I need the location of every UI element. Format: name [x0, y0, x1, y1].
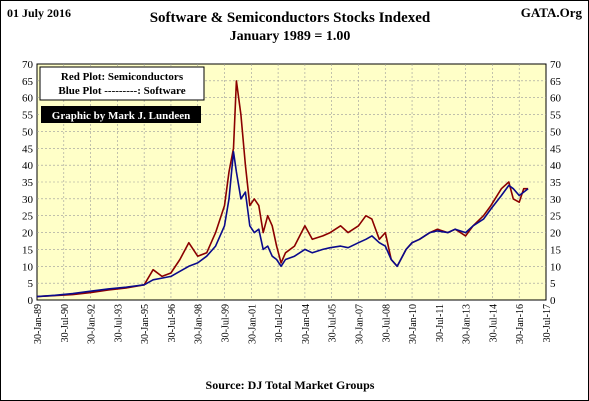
- x-tick-label: 30-Jul-96: [167, 304, 178, 342]
- y-tick-label-left: 65: [22, 76, 34, 88]
- y-tick-label-right: 55: [550, 110, 562, 122]
- x-tick-label: 30-Jul-99: [221, 304, 232, 342]
- x-tick-label: 30-Jul-17: [542, 304, 553, 342]
- x-tick-label: 30-Jan-95: [140, 304, 151, 344]
- y-tick-label-right: 15: [550, 244, 562, 256]
- credit-text: Graphic by Mark J. Lundeen: [52, 110, 190, 122]
- x-tick-label: 30-Jan-01: [247, 304, 258, 344]
- x-tick-label: 30-Jan-10: [408, 304, 419, 344]
- x-tick-label: 30-Jul-02: [274, 304, 285, 342]
- y-tick-label-left: 55: [22, 110, 34, 122]
- y-tick-label-right: 35: [550, 177, 562, 189]
- x-tick-label: 30-Jan-16: [515, 304, 526, 344]
- y-tick-label-right: 0: [550, 295, 556, 307]
- chart-subtitle: January 1989 = 1.00: [230, 29, 351, 44]
- chart-title: Software & Semiconductors Stocks Indexed: [150, 10, 431, 26]
- x-tick-label: 30-Jul-05: [328, 304, 339, 342]
- y-tick-label-right: 60: [550, 93, 562, 105]
- legend-software: Blue Plot ---------: Software: [58, 85, 185, 97]
- y-tick-label-right: 70: [550, 59, 562, 71]
- series-line-software: [36, 150, 529, 298]
- x-tick-label: 30-Jan-98: [194, 304, 205, 344]
- x-tick-label: 30-Jan-13: [462, 304, 473, 344]
- x-tick-label: 30-Jul-08: [381, 304, 392, 342]
- y-tick-label-right: 40: [550, 160, 562, 172]
- x-axis-ticks: 30-Jan-89 30-Jul-90 30-Jan-92 30-Jul-93 30-J…: [33, 304, 553, 344]
- y-tick-label-left: 50: [22, 126, 34, 138]
- y-tick-label-right: 65: [550, 76, 562, 88]
- y-tick-label-right: 20: [550, 228, 562, 240]
- y-tick-label-left: 30: [22, 194, 34, 206]
- y-tick-label-right: 30: [550, 194, 562, 206]
- legend-semiconductors: Red Plot: Semiconductors: [61, 71, 184, 83]
- y-tick-label-left: 60: [22, 93, 34, 105]
- y-tick-label-left: 70: [22, 59, 34, 71]
- y-tick-label-left: 25: [22, 211, 34, 223]
- x-tick-label: 30-Jul-93: [113, 304, 124, 342]
- y-tick-label-right: 10: [550, 261, 562, 273]
- x-tick-label: 30-Jan-92: [87, 304, 98, 344]
- y-tick-label-left: 40: [22, 160, 34, 172]
- y-tick-label-left: 35: [22, 177, 34, 189]
- credit-box: [41, 106, 201, 123]
- y-tick-label-left: 5: [28, 278, 34, 290]
- y-tick-label-right: 50: [550, 126, 562, 138]
- x-tick-label: 30-Jul-90: [60, 304, 71, 342]
- y-tick-label-left: 0: [28, 295, 34, 307]
- y-tick-label-right: 45: [550, 143, 562, 155]
- y-tick-label-left: 20: [22, 228, 34, 240]
- y-tick-label-left: 45: [22, 143, 34, 155]
- x-tick-label: 30-Jan-04: [301, 304, 312, 344]
- x-tick-label: 30-Jan-07: [354, 304, 365, 344]
- y-tick-label-left: 10: [22, 261, 34, 273]
- series-lines: [36, 80, 529, 298]
- x-tick-label: 30-Jul-14: [488, 304, 499, 342]
- source-note: Source: DJ Total Market Groups: [206, 378, 375, 392]
- y-tick-label-right: 25: [550, 211, 562, 223]
- legend-box: [39, 66, 205, 101]
- header-brand: GATA.Org: [521, 5, 583, 20]
- x-tick-label: 30-Jul-11: [435, 304, 446, 342]
- y-tick-label-right: 5: [550, 278, 556, 290]
- header-date: 01 July 2016: [7, 6, 71, 20]
- x-tick-label: 30-Jan-89: [33, 304, 44, 344]
- y-tick-label-left: 15: [22, 244, 34, 256]
